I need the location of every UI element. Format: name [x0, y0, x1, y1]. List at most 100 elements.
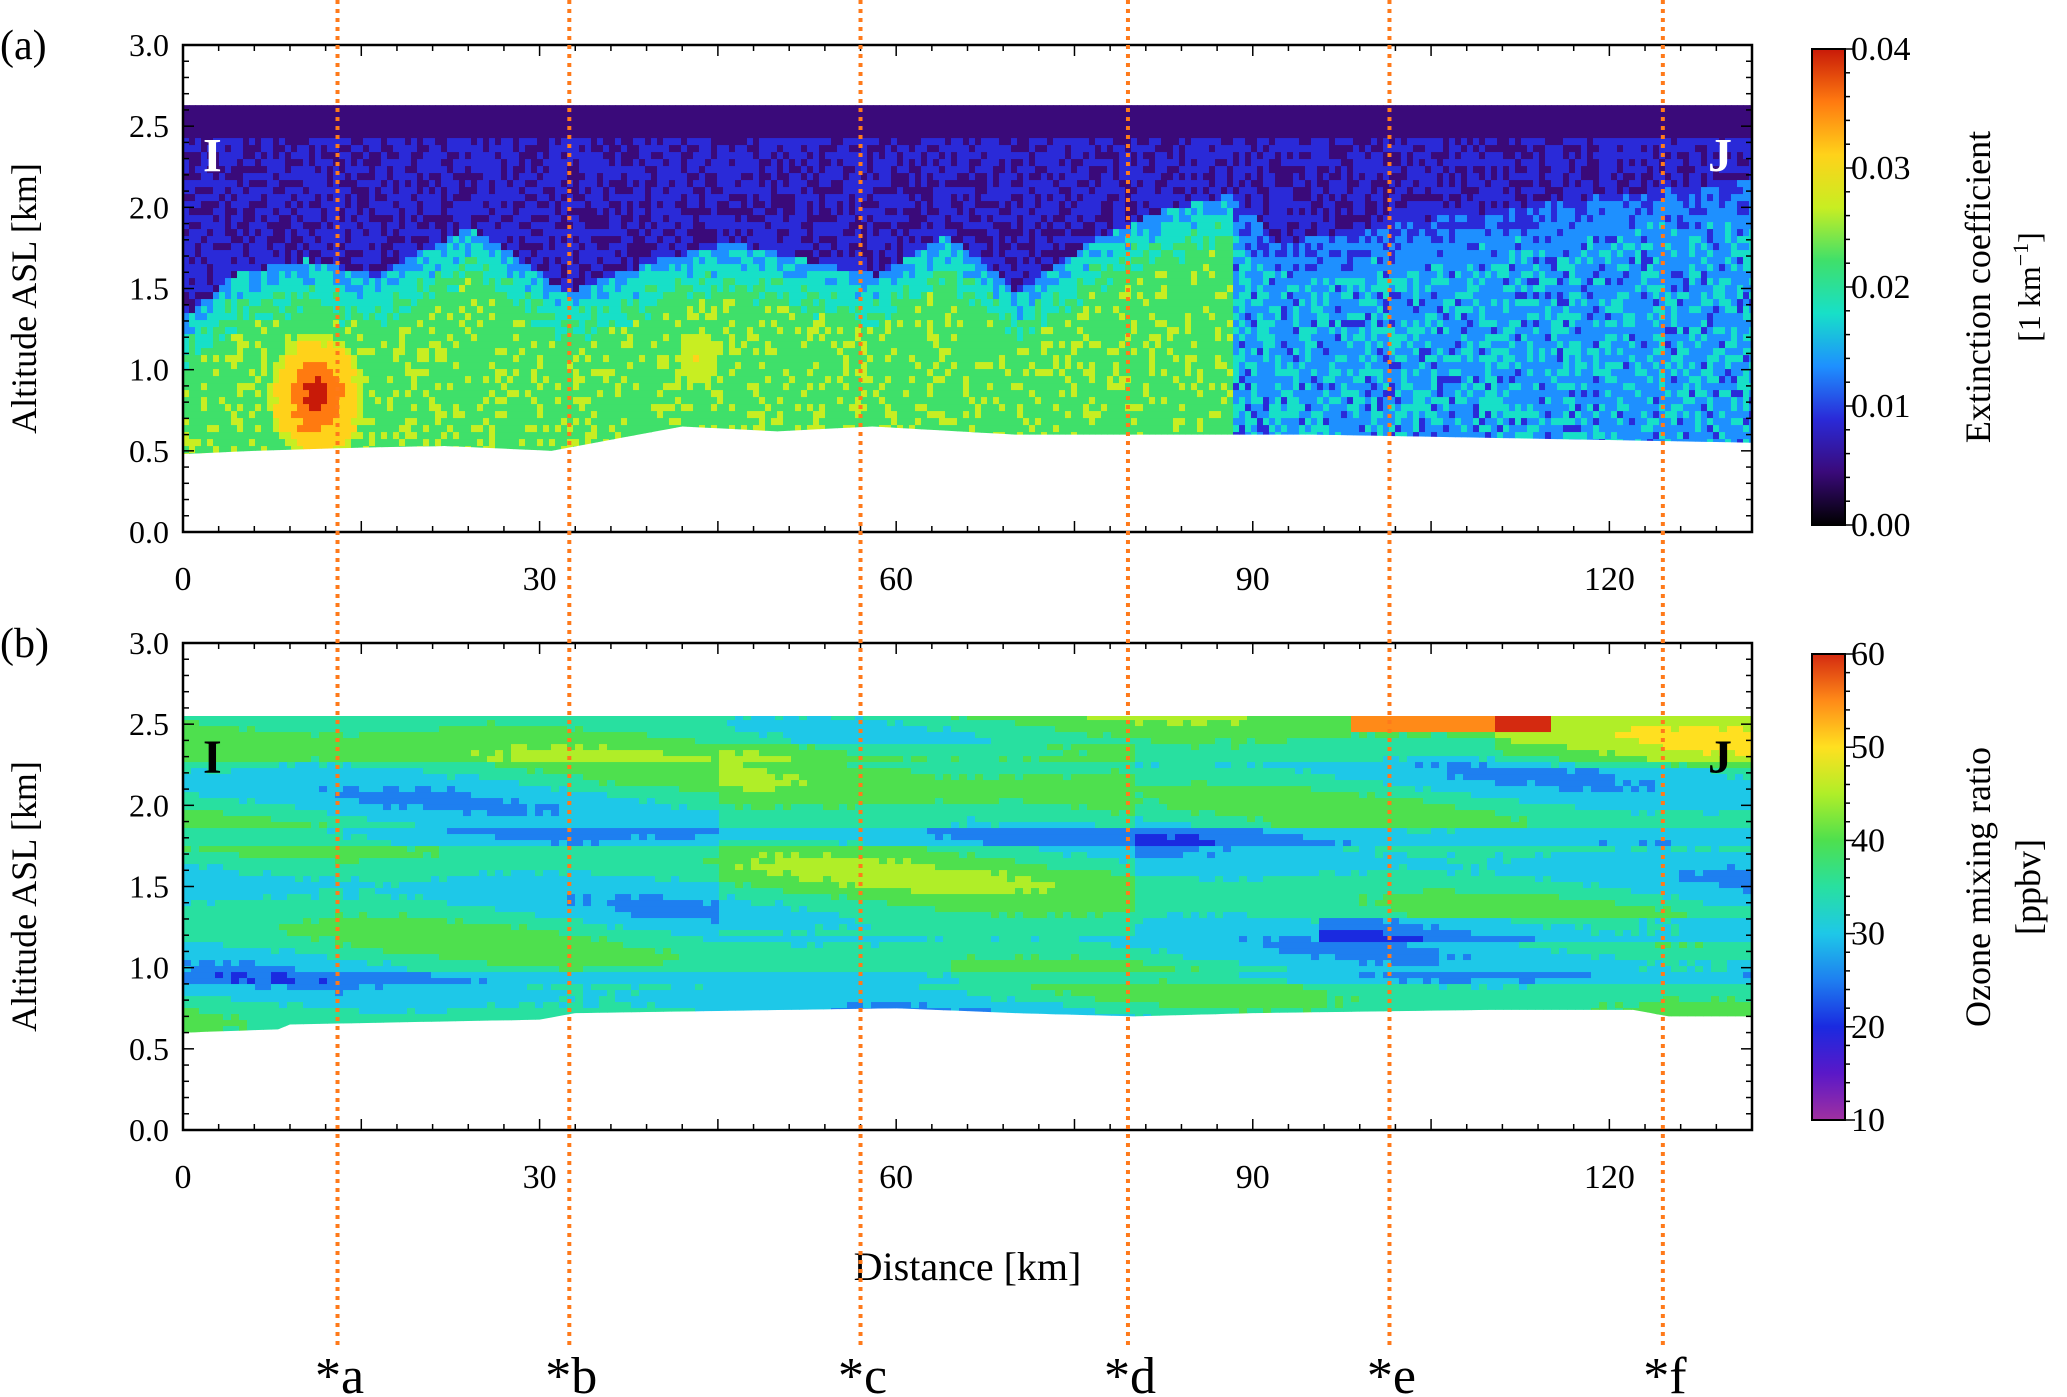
field-cell — [585, 355, 592, 363]
field-cell — [741, 453, 748, 455]
field-cell — [219, 229, 226, 237]
field-cell — [411, 383, 418, 391]
field-cell — [597, 383, 604, 391]
field-cell — [417, 292, 424, 300]
field-cell — [321, 348, 328, 356]
field-cell — [339, 152, 346, 160]
field-cell — [369, 411, 376, 419]
field-cell — [705, 243, 712, 251]
field-cell — [201, 313, 208, 321]
field-cell — [195, 257, 202, 265]
field-cell — [723, 201, 730, 209]
field-cell — [255, 215, 262, 223]
field-cell — [249, 173, 256, 181]
field-cell — [675, 138, 682, 146]
field-cell — [183, 313, 190, 321]
field-cell — [591, 145, 598, 153]
field-cell — [381, 264, 388, 272]
field-cell — [261, 138, 268, 146]
field-cell — [501, 327, 508, 335]
field-cell — [681, 166, 688, 174]
field-cell — [705, 110, 712, 118]
field-cell — [261, 201, 268, 209]
field-cell — [573, 201, 580, 209]
field-cell — [741, 194, 748, 202]
field-cell — [519, 201, 526, 209]
field-cell — [381, 425, 388, 433]
field-cell — [489, 278, 496, 286]
field-cell — [279, 348, 286, 356]
field-cell — [531, 411, 538, 419]
field-cell — [201, 117, 208, 125]
field-cell — [237, 264, 244, 272]
field-cell — [213, 411, 220, 419]
field-cell — [489, 159, 496, 167]
field-cell — [219, 117, 226, 125]
field-cell — [285, 180, 292, 188]
field-cell — [525, 292, 532, 300]
field-cell — [471, 404, 478, 412]
field-cell — [495, 327, 502, 335]
field-cell — [213, 124, 220, 132]
field-cell — [441, 390, 448, 398]
field-cell — [759, 187, 766, 195]
field-cell — [243, 327, 250, 335]
field-cell — [639, 383, 646, 391]
field-cell — [699, 425, 706, 433]
field-cell — [447, 369, 454, 377]
field-cell — [483, 187, 490, 195]
field-cell — [591, 292, 598, 300]
field-cell — [339, 222, 346, 230]
field-cell — [717, 383, 724, 391]
field-cell — [315, 404, 322, 412]
field-cell — [309, 376, 316, 384]
field-cell — [657, 341, 664, 349]
field-cell — [435, 159, 442, 167]
field-cell — [405, 418, 412, 426]
field-cell — [231, 285, 238, 293]
field-cell — [327, 201, 334, 209]
field-cell — [183, 201, 190, 209]
field-cell — [423, 187, 430, 195]
field-cell — [315, 313, 322, 321]
field-cell — [687, 362, 694, 370]
field-cell — [387, 131, 394, 139]
field-cell — [417, 327, 424, 335]
field-cell — [387, 383, 394, 391]
field-cell — [213, 320, 220, 328]
field-cell — [567, 229, 574, 237]
field-cell — [405, 257, 412, 265]
field-cell — [561, 278, 568, 286]
field-cell — [723, 341, 730, 349]
field-cell — [519, 278, 526, 286]
field-cell — [549, 145, 556, 153]
field-cell — [213, 313, 220, 321]
field-cell — [489, 418, 496, 426]
field-cell — [399, 362, 406, 370]
field-cell — [207, 446, 214, 454]
field-cell — [531, 292, 538, 300]
field-cell — [627, 201, 634, 209]
field-cell — [309, 236, 316, 244]
field-cell — [507, 271, 514, 279]
field-cell — [489, 320, 496, 328]
field-cell — [507, 180, 514, 188]
field-cell — [693, 348, 700, 356]
field-cell — [621, 110, 628, 118]
field-cell — [729, 306, 736, 314]
field-cell — [303, 327, 310, 335]
field-cell — [327, 110, 334, 118]
field-cell — [213, 208, 220, 216]
field-cell — [591, 390, 598, 398]
field-cell — [375, 313, 382, 321]
field-cell — [405, 166, 412, 174]
field-cell — [315, 145, 322, 153]
field-cell — [441, 145, 448, 153]
field-cell — [489, 285, 496, 293]
field-cell — [297, 187, 304, 195]
field-cell — [747, 418, 754, 426]
field-cell — [525, 271, 532, 279]
field-cell — [675, 453, 682, 455]
field-cell — [525, 222, 532, 230]
field-cell — [597, 369, 604, 377]
